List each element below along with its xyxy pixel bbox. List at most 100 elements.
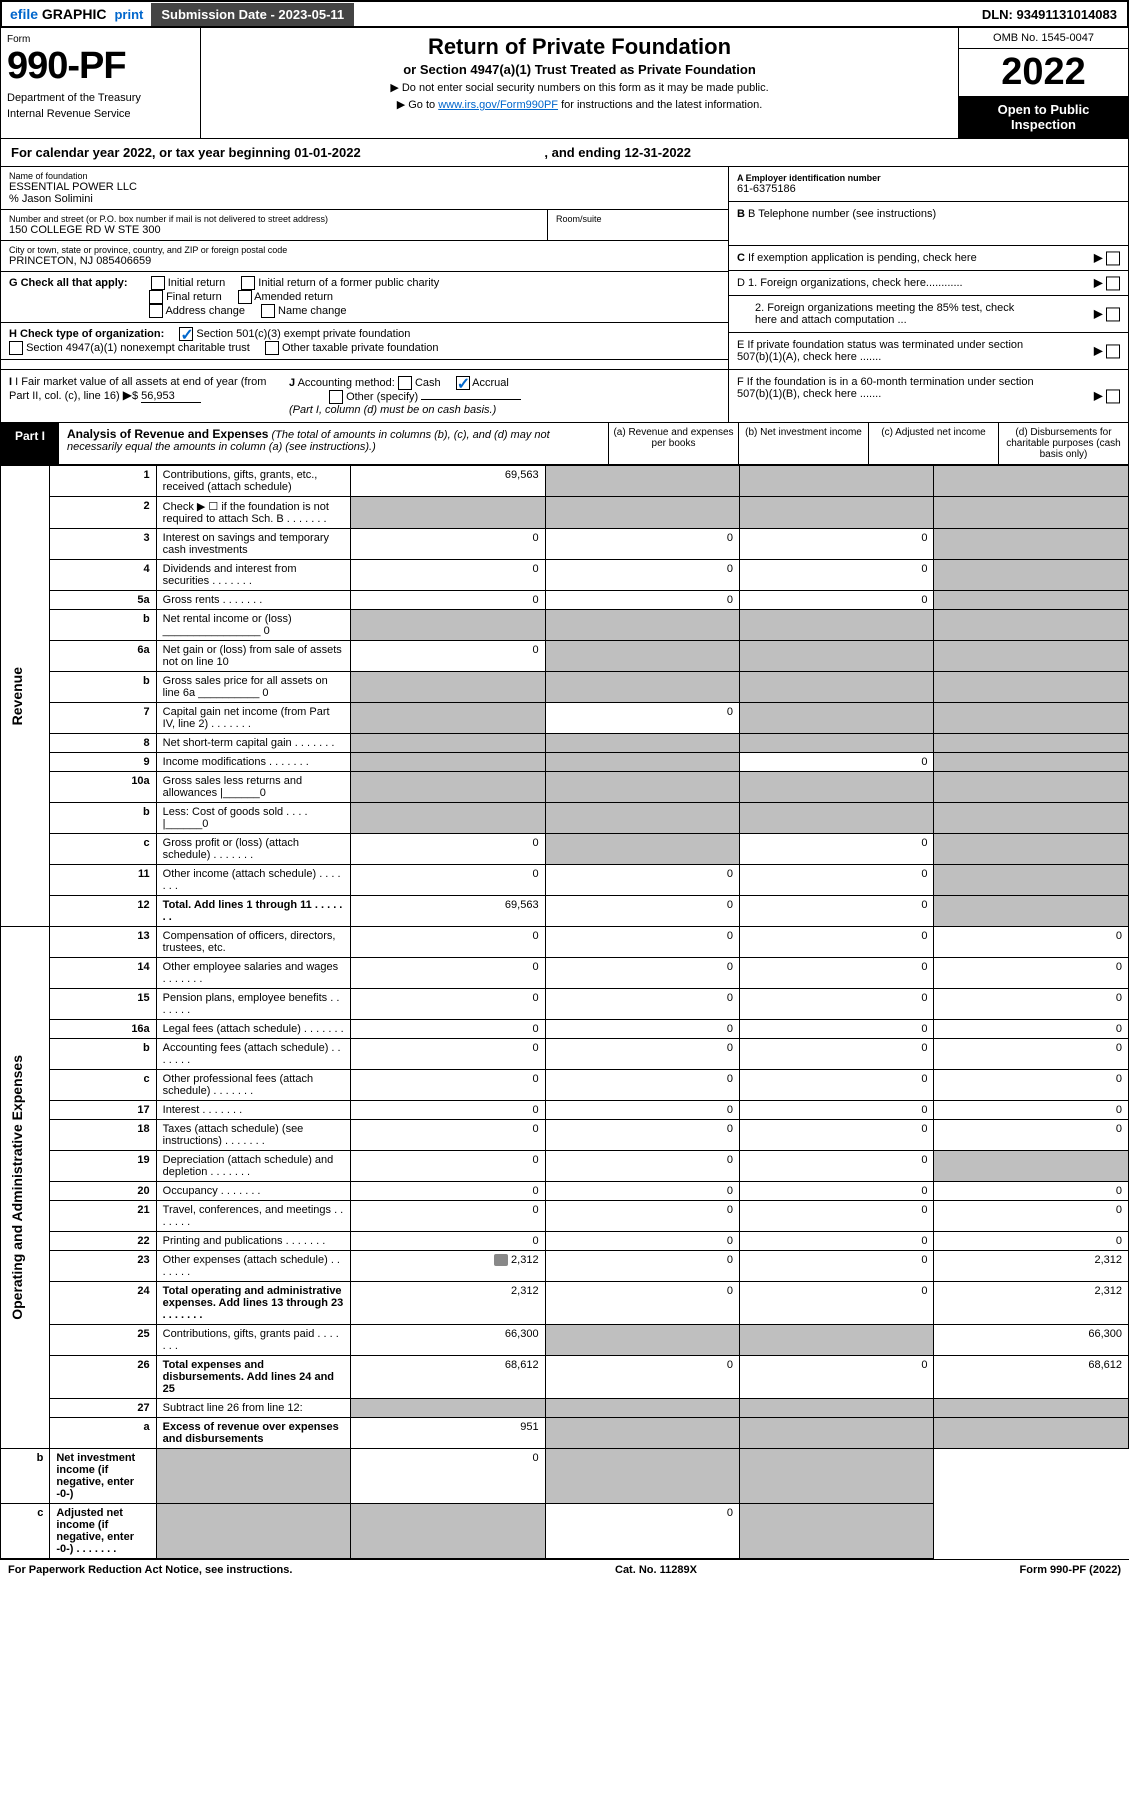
e-checkbox[interactable] — [1106, 345, 1120, 359]
col-d-value — [934, 591, 1129, 610]
d2-checkbox[interactable] — [1106, 308, 1120, 322]
col-c-value — [545, 1449, 739, 1504]
col-c-header: (c) Adjusted net income — [868, 423, 998, 464]
col-d-value: 0 — [934, 1020, 1129, 1039]
d1-checkbox[interactable] — [1106, 277, 1120, 291]
col-a-value: 0 — [351, 958, 545, 989]
care-of: % Jason Solimini — [9, 193, 720, 205]
line-text: Interest on savings and temporary cash i… — [156, 529, 350, 560]
col-b-value: 0 — [545, 703, 739, 734]
col-a-value: 0 — [351, 1201, 545, 1232]
e-label: E If private foundation status was termi… — [737, 339, 1057, 363]
4947a1-checkbox[interactable] — [9, 341, 23, 355]
accrual-checkbox[interactable] — [456, 376, 470, 390]
col-a-value: 951 — [351, 1418, 545, 1449]
attachment-icon[interactable] — [494, 1254, 508, 1266]
table-row: cOther professional fees (attach schedul… — [1, 1070, 1129, 1101]
col-c-value — [740, 1418, 934, 1449]
table-row: bAccounting fees (attach schedule) . . .… — [1, 1039, 1129, 1070]
line-text: Net rental income or (loss) ____________… — [156, 610, 350, 641]
col-b-value: 0 — [545, 1251, 739, 1282]
col-c-value: 0 — [740, 1201, 934, 1232]
table-row: 15Pension plans, employee benefits . . .… — [1, 989, 1129, 1020]
col-d-value: 0 — [934, 1039, 1129, 1070]
col-d-value — [934, 865, 1129, 896]
col-a-value: 66,300 — [351, 1325, 545, 1356]
table-row: 22Printing and publications . . . . . . … — [1, 1232, 1129, 1251]
col-a-value: 0 — [351, 1182, 545, 1201]
form990pf-link[interactable]: www.irs.gov/Form990PF — [438, 99, 558, 111]
line-number: 10a — [50, 772, 156, 803]
final-return-checkbox[interactable] — [149, 290, 163, 304]
line-text: Accounting fees (attach schedule) . . . … — [156, 1039, 350, 1070]
col-a-value: 0 — [351, 1120, 545, 1151]
col-c-value — [740, 672, 934, 703]
col-a-value: 2,312 — [351, 1282, 545, 1325]
line-text: Depreciation (attach schedule) and deple… — [156, 1151, 350, 1182]
line-text: Net gain or (loss) from sale of assets n… — [156, 641, 350, 672]
print-link[interactable]: print — [114, 7, 143, 22]
efile-link[interactable]: efile GRAPHIC — [10, 6, 106, 22]
table-row: 12Total. Add lines 1 through 11 . . . . … — [1, 896, 1129, 927]
line-text: Occupancy . . . . . . . — [156, 1182, 350, 1201]
col-c-value: 0 — [740, 753, 934, 772]
table-row: Revenue1Contributions, gifts, grants, et… — [1, 466, 1129, 497]
name-change-checkbox[interactable] — [261, 304, 275, 318]
col-b-value: 0 — [545, 958, 739, 989]
line-number: 15 — [50, 989, 156, 1020]
table-row: 4Dividends and interest from securities … — [1, 560, 1129, 591]
col-d-header: (d) Disbursements for charitable purpose… — [998, 423, 1128, 464]
line-text: Gross profit or (loss) (attach schedule)… — [156, 834, 350, 865]
table-row: aExcess of revenue over expenses and dis… — [1, 1418, 1129, 1449]
line-text: Dividends and interest from securities .… — [156, 560, 350, 591]
line-number: 17 — [50, 1101, 156, 1120]
col-b-value — [545, 834, 739, 865]
501c3-checkbox[interactable] — [179, 327, 193, 341]
col-a-value: 68,612 — [351, 1356, 545, 1399]
col-b-value — [545, 672, 739, 703]
address-change-checkbox[interactable] — [149, 304, 163, 318]
col-d-value — [934, 734, 1129, 753]
col-b-value: 0 — [545, 1182, 739, 1201]
city-state-zip: PRINCETON, NJ 085406659 — [9, 255, 720, 267]
line-number: 3 — [50, 529, 156, 560]
line-number: 11 — [50, 865, 156, 896]
col-d-value: 0 — [934, 958, 1129, 989]
col-c-value — [740, 734, 934, 753]
col-d-value — [934, 641, 1129, 672]
table-row: 21Travel, conferences, and meetings . . … — [1, 1201, 1129, 1232]
col-b-value: 0 — [545, 591, 739, 610]
other-method-checkbox[interactable] — [329, 390, 343, 404]
line-number: 9 — [50, 753, 156, 772]
dept-treasury: Department of the Treasury — [7, 92, 194, 104]
form-note-ssn: ▶ Do not enter social security numbers o… — [213, 81, 946, 94]
col-b-value — [545, 803, 739, 834]
col-b-value — [545, 1325, 739, 1356]
table-row: Operating and Administrative Expenses13C… — [1, 927, 1129, 958]
c-checkbox[interactable] — [1106, 252, 1120, 266]
col-b-value: 0 — [545, 1020, 739, 1039]
line-number: 14 — [50, 958, 156, 989]
col-d-value — [934, 834, 1129, 865]
col-d-value — [934, 497, 1129, 529]
col-c-value: 0 — [740, 958, 934, 989]
calendar-year-row: For calendar year 2022, or tax year begi… — [0, 139, 1129, 167]
d2-label: 2. Foreign organizations meeting the 85%… — [737, 302, 1037, 326]
other-taxable-checkbox[interactable] — [265, 341, 279, 355]
col-c-value — [740, 466, 934, 497]
cash-checkbox[interactable] — [398, 376, 412, 390]
table-row: 14Other employee salaries and wages . . … — [1, 958, 1129, 989]
j-label: Accounting method: — [298, 377, 395, 389]
ein: 61-6375186 — [737, 183, 1120, 195]
initial-return-checkbox[interactable] — [151, 276, 165, 290]
f-checkbox[interactable] — [1106, 390, 1120, 404]
col-a-value — [351, 703, 545, 734]
amended-return-checkbox[interactable] — [238, 290, 252, 304]
submission-date: Submission Date - 2023-05-11 — [151, 3, 354, 26]
table-row: bGross sales price for all assets on lin… — [1, 672, 1129, 703]
initial-former-checkbox[interactable] — [241, 276, 255, 290]
d1-label: D 1. Foreign organizations, check here..… — [737, 277, 963, 289]
line-number: 23 — [50, 1251, 156, 1282]
col-b-value: 0 — [545, 1201, 739, 1232]
line-text: Other professional fees (attach schedule… — [156, 1070, 350, 1101]
